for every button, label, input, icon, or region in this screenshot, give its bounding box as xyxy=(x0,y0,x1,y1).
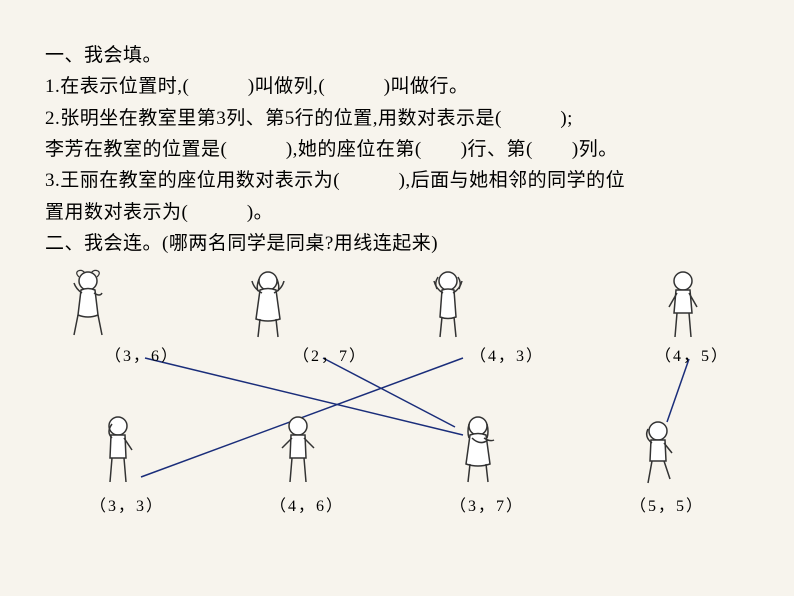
coordinate-label: （3，7） xyxy=(450,492,524,516)
student-figure xyxy=(90,412,146,486)
student-figure xyxy=(655,267,711,341)
coordinate-label: （4，5） xyxy=(655,342,729,366)
section2-heading: 二、我会连。(哪两名同学是同桌?用线连起来) xyxy=(45,228,749,259)
question-3-line2: 置用数对表示为( )。 xyxy=(45,197,749,228)
question-3-line1: 3.王丽在教室的座位用数对表示为( ),后面与她相邻的同学的位 xyxy=(45,165,749,196)
student-figure xyxy=(270,412,326,486)
matching-diagram: （3，6） （2，7） （4，3） （4，5） （3，3） （4，6） （3，7… xyxy=(35,267,735,527)
coordinate-label: （4，3） xyxy=(470,342,544,366)
question-1: 1.在表示位置时,( )叫做列,( )叫做行。 xyxy=(45,71,749,102)
student-figure xyxy=(450,412,506,486)
student-figure xyxy=(420,267,476,341)
question-2-line2: 李芳在教室的位置是( ),她的座位在第( )行、第( )列。 xyxy=(45,134,749,165)
coordinate-label: （3，6） xyxy=(105,342,179,366)
student-figure xyxy=(240,267,296,341)
coordinate-label: （2，7） xyxy=(293,342,367,366)
coordinate-label: （4，6） xyxy=(270,492,344,516)
question-2-line1: 2.张明坐在教室里第3列、第5行的位置,用数对表示是( ); xyxy=(45,103,749,134)
student-figure xyxy=(60,267,116,341)
section1-heading: 一、我会填。 xyxy=(45,40,749,71)
coordinate-label: （5，5） xyxy=(630,492,704,516)
student-figure xyxy=(630,417,686,491)
coordinate-label: （3，3） xyxy=(90,492,164,516)
